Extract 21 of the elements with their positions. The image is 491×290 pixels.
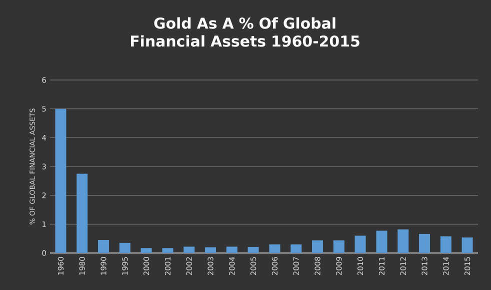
bar (162, 248, 174, 253)
bar (248, 246, 259, 253)
bar (205, 247, 216, 253)
bar (290, 244, 302, 253)
bar (419, 234, 430, 253)
bar (376, 230, 388, 253)
bar (462, 237, 473, 253)
bar (98, 240, 109, 253)
bar (269, 244, 280, 253)
bar (354, 236, 366, 253)
bar (55, 108, 66, 253)
bar (184, 246, 195, 253)
bar (398, 229, 409, 253)
bar (76, 174, 88, 253)
chart-title: Gold As A % Of Global Financial Assets 1960-2015 (130, 17, 360, 47)
bar (312, 240, 323, 253)
bar (440, 236, 452, 253)
bar (140, 248, 152, 253)
bar (119, 242, 130, 253)
bar (333, 240, 344, 253)
bar (226, 246, 238, 253)
